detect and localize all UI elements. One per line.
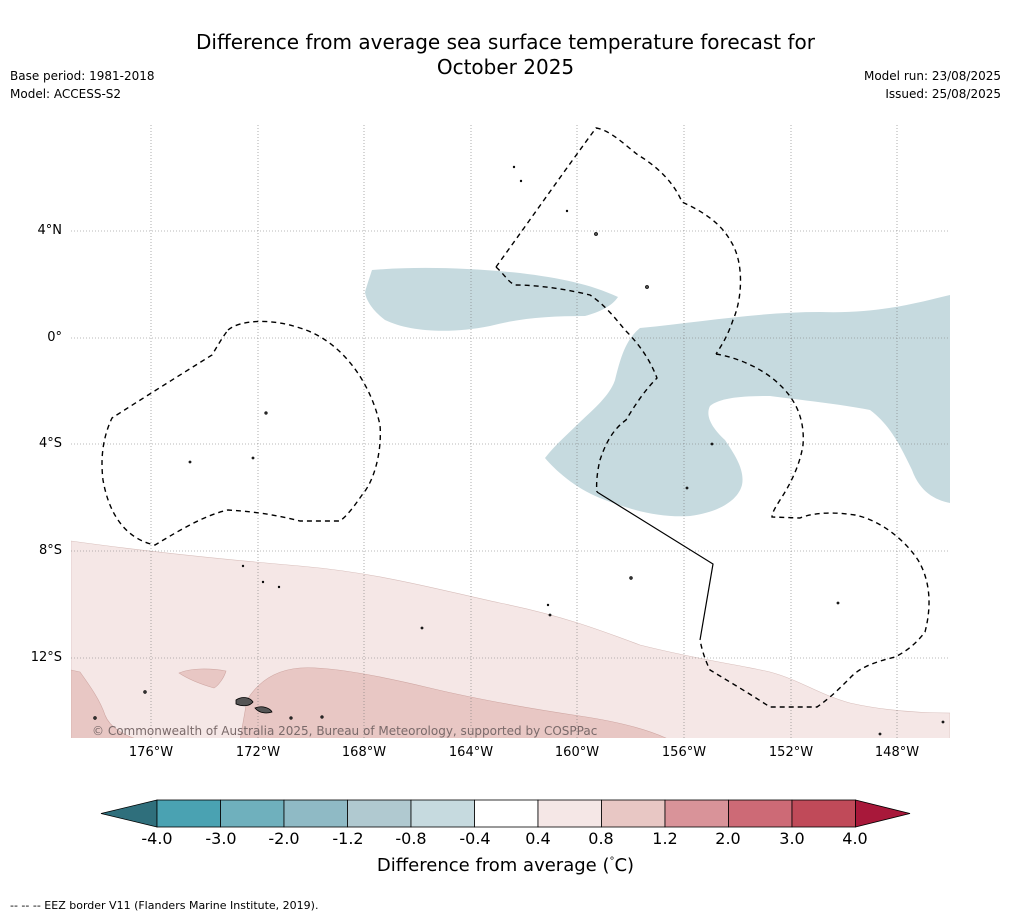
model-text: Model: ACCESS-S2	[10, 87, 122, 101]
eez-borders	[101, 127, 930, 708]
samoa-island-2	[254, 706, 273, 714]
cool-anomaly-east-region	[545, 295, 950, 517]
lon-label-168w: 168°W	[341, 745, 387, 760]
eez-polynesia-border	[699, 353, 930, 708]
eez-solid-border	[596, 491, 714, 641]
lat-label-4n: 4°N	[37, 223, 63, 238]
colorbar-swatch	[283, 799, 348, 828]
lon-label-160w: 160°W	[554, 745, 600, 760]
base-period-text: Base period: 1981-2018	[10, 69, 155, 83]
colorbar-swatch	[347, 799, 412, 828]
colorbar-swatch	[220, 799, 285, 828]
map-title-line1: Difference from average sea surface temp…	[195, 30, 815, 54]
lon-label-148w: 148°W	[874, 745, 920, 760]
lat-label-12s: 12°S	[30, 650, 62, 665]
colorbar-tick-label: -0.4	[459, 829, 491, 848]
colorbar-swatch	[791, 799, 856, 828]
colorbar-tick-label: 2.0	[715, 829, 741, 848]
colorbar-tick-label: -1.2	[332, 829, 364, 848]
colorbar-tick-label: 3.0	[779, 829, 805, 848]
colorbar-tick-label: -0.8	[395, 829, 427, 848]
colorbar-tick-label: -3.0	[205, 829, 237, 848]
eez-legend-note: -- -- -- EEZ border V11 (Flanders Marine…	[10, 899, 319, 912]
lat-label-0: 0°	[47, 330, 62, 345]
colorbar-tick-label: 0.4	[525, 829, 551, 848]
colorbar-tick-label: -2.0	[268, 829, 300, 848]
colorbar-tick-label: 0.8	[588, 829, 614, 848]
colorbar-title-prefix: Difference from average (	[376, 855, 610, 876]
colorbar-swatch	[537, 799, 602, 828]
colorbar-swatch	[664, 799, 729, 828]
colorbar-tick-label: 1.2	[652, 829, 678, 848]
colorbar-swatch	[474, 799, 539, 828]
lon-label-156w: 156°W	[661, 745, 707, 760]
lon-label-152w: 152°W	[768, 745, 814, 760]
warm-anomaly-region	[240, 667, 667, 738]
copyright-notice: © Commonwealth of Australia 2025, Bureau…	[92, 724, 598, 738]
colorbar-extend-high	[855, 799, 911, 828]
lon-label-164w: 164°W	[448, 745, 494, 760]
map-title-line2: October 2025	[436, 55, 575, 79]
samoa-island	[235, 697, 254, 707]
warm-anomaly-patch	[178, 668, 227, 689]
colorbar-extend-low	[100, 799, 158, 828]
colorbar-tick-label: 4.0	[842, 829, 868, 848]
colorbar-title-suffix: C)	[614, 855, 635, 876]
colorbar	[100, 799, 911, 828]
eez-line-islands-border	[495, 127, 742, 355]
cool-anomaly-north-region	[365, 267, 618, 331]
lat-label-4s: 4°S	[38, 436, 62, 451]
lon-label-172w: 172°W	[235, 745, 281, 760]
lon-label-176w: 176°W	[128, 745, 174, 760]
meta-right: Model run: 23/08/2025 Issued: 25/08/2025	[864, 67, 1001, 103]
colorbar-title: Difference from average (°C)	[0, 855, 1011, 876]
islands	[93, 165, 945, 736]
issued-text: Issued: 25/08/2025	[885, 87, 1001, 101]
eez-tokelau-border	[101, 320, 382, 546]
meta-left: Base period: 1981-2018 Model: ACCESS-S2	[10, 67, 155, 103]
colorbar-swatch	[410, 799, 475, 828]
warm-anomaly-region-sw	[71, 669, 135, 738]
colorbar-tick-label: -4.0	[141, 829, 173, 848]
map-graticule	[71, 125, 950, 738]
map-title: Difference from average sea surface temp…	[0, 30, 1011, 80]
lat-label-8s: 8°S	[38, 543, 62, 558]
colorbar-swatch	[728, 799, 793, 828]
model-run-text: Model run: 23/08/2025	[863, 69, 1001, 83]
colorbar-swatch	[601, 799, 666, 828]
colorbar-swatch	[156, 799, 221, 828]
colorbar-title-degree: °	[609, 856, 615, 867]
